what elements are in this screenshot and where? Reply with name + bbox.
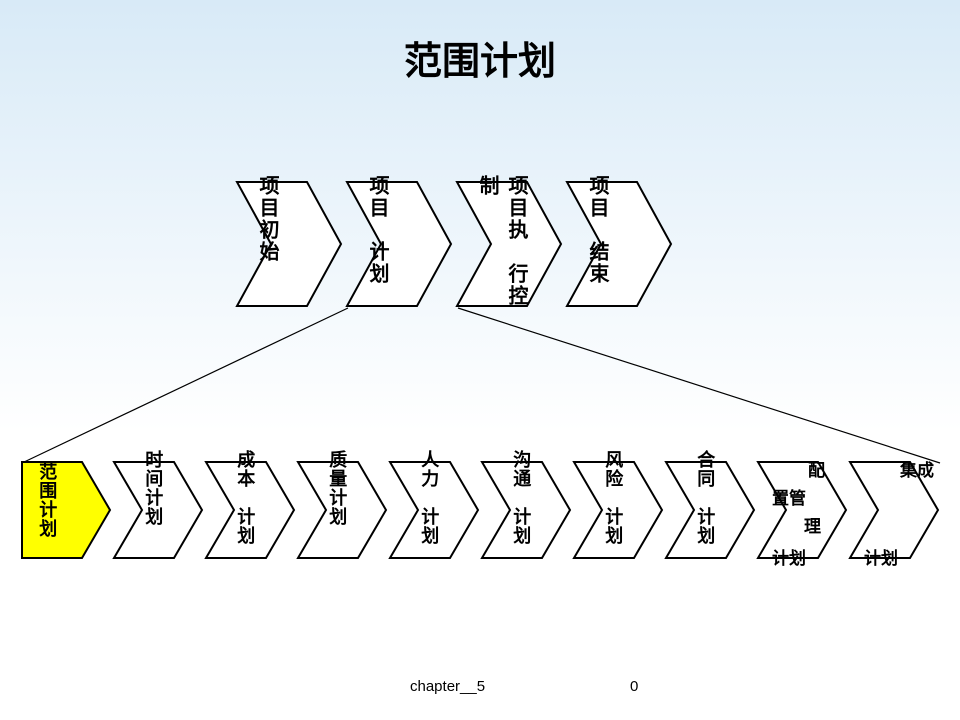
bottom-phase-label: 集成 bbox=[900, 460, 934, 482]
footer-page: 0 bbox=[630, 678, 638, 695]
bottom-phase-chevron: 人力 计划 bbox=[388, 460, 480, 560]
bottom-phase-label: 沟通 计划 bbox=[508, 450, 533, 545]
bottom-phase-chevron: 成本 计划 bbox=[204, 460, 296, 560]
bottom-phase-chevron: 配置管理计划 bbox=[756, 460, 848, 560]
top-phase-label: 项目初始 bbox=[253, 175, 282, 263]
top-phase-chevron: 项目初始 bbox=[235, 180, 345, 308]
top-phases-row: 项目初始 项目 计划 项目执 行控制 项目 结束 bbox=[235, 180, 675, 308]
bottom-phase-chevron: 合同 计划 bbox=[664, 460, 756, 560]
bottom-phase-label: 成本 计划 bbox=[232, 450, 257, 545]
bottom-phase-chevron: 集成计划 bbox=[848, 460, 940, 560]
bottom-phase-chevron: 风险 计划 bbox=[572, 460, 664, 560]
bottom-phase-label: 配 bbox=[808, 460, 825, 482]
bottom-phases-row: 范围计划 时间计划 成本 计划 质量计划 人力 计划 沟通 计划 风险 计划 合… bbox=[20, 460, 940, 560]
top-phase-label: 项目 计划 bbox=[363, 175, 392, 285]
bottom-phase-label: 风险 计划 bbox=[600, 450, 625, 545]
page-title: 范围计划 bbox=[0, 30, 960, 85]
footer-chapter: chapter__5 bbox=[410, 678, 485, 695]
bottom-phase-label: 计划 bbox=[772, 548, 806, 570]
bottom-phase-chevron: 时间计划 bbox=[112, 460, 204, 560]
bottom-phase-label: 合同 计划 bbox=[692, 450, 717, 545]
connector-lines bbox=[0, 0, 960, 720]
top-phase-label: 项目执 行控制 bbox=[473, 175, 531, 308]
bottom-phase-label: 范围计划 bbox=[34, 462, 59, 538]
bottom-phase-label: 置管 bbox=[772, 488, 806, 510]
bottom-phase-chevron: 质量计划 bbox=[296, 460, 388, 560]
bottom-phase-chevron: 范围计划 bbox=[20, 460, 112, 560]
bottom-phase-chevron: 沟通 计划 bbox=[480, 460, 572, 560]
bottom-phase-label: 计划 bbox=[864, 548, 898, 570]
bottom-phase-label: 人力 计划 bbox=[416, 450, 441, 545]
top-phase-chevron: 项目 结束 bbox=[565, 180, 675, 308]
bottom-phase-label: 理 bbox=[804, 516, 821, 538]
bottom-phase-label: 时间计划 bbox=[140, 450, 165, 526]
top-phase-chevron: 项目 计划 bbox=[345, 180, 455, 308]
top-phase-label: 项目 结束 bbox=[583, 175, 612, 285]
bottom-phase-label: 质量计划 bbox=[324, 450, 349, 526]
top-phase-chevron: 项目执 行控制 bbox=[455, 180, 565, 308]
